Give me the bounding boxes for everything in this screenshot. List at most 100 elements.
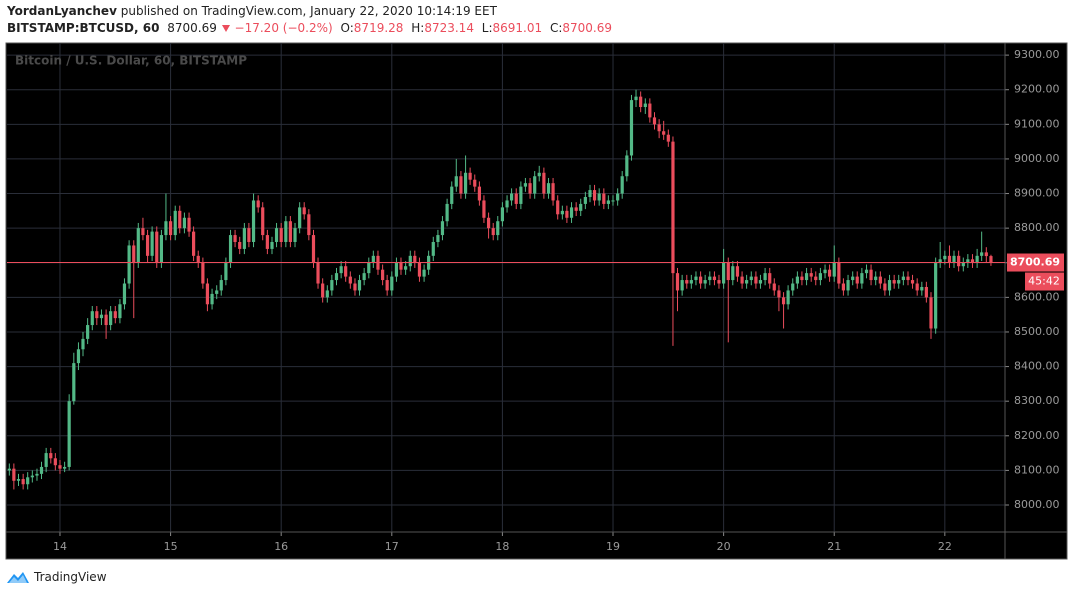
candle-body (219, 280, 223, 291)
candle-body (344, 266, 348, 277)
candle-body (182, 217, 187, 229)
candle-body (12, 468, 16, 481)
last-price-box (1007, 253, 1064, 272)
candle-body (159, 235, 164, 263)
header-line-2: BITSTAMP:BTCUSD, 60 8700.69 −17.20 (−0.2… (7, 21, 612, 35)
candle-body (652, 117, 657, 125)
candle-body (486, 217, 491, 229)
candle-body (298, 207, 302, 229)
candle-body (334, 273, 339, 281)
candle-body (869, 269, 873, 281)
ohlc-label: O: (340, 21, 354, 35)
candle-body (906, 276, 910, 281)
candle-body (288, 221, 292, 242)
x-tick-label: 17 (385, 540, 399, 553)
candle-body (758, 280, 763, 284)
candle-body (261, 207, 265, 236)
y-tick-label: 8200.00 (1014, 429, 1060, 442)
candle-body (546, 183, 551, 194)
candle-body (556, 200, 560, 215)
candle-body (155, 231, 159, 263)
candle-body (592, 190, 597, 201)
candle-body (21, 479, 25, 485)
candle-body (749, 276, 753, 281)
ohlc-value: 8723.14 (424, 21, 474, 35)
candle-body (851, 276, 855, 281)
candle-body (818, 273, 822, 281)
candle-body (39, 466, 44, 474)
candle-body (763, 273, 767, 281)
candle-body (274, 228, 279, 242)
candle-body (205, 283, 210, 305)
ohlc-value: 8691.01 (492, 21, 543, 35)
ohlc-label: H: (411, 21, 425, 35)
candle-body (957, 255, 961, 267)
candle-body (883, 283, 887, 291)
candle-body (362, 273, 366, 281)
candle-body (938, 259, 942, 263)
y-tick-label: 9200.00 (1014, 83, 1060, 96)
candle-body (104, 314, 108, 326)
candle-body (122, 283, 127, 305)
candle-body (786, 290, 790, 305)
candle-body (583, 197, 587, 204)
candle-body (519, 186, 523, 204)
candle-body (717, 280, 721, 284)
candle-body (270, 241, 274, 249)
candle-body (136, 228, 140, 263)
candle-body (404, 266, 408, 270)
candle-body (754, 276, 758, 284)
candle-body (809, 273, 813, 277)
candle-body (952, 255, 956, 263)
candle-body (832, 262, 836, 277)
logo (7, 572, 29, 583)
candle-body (7, 468, 11, 471)
candle-body (473, 179, 477, 187)
brand: TradingView (34, 570, 107, 584)
candle-body (302, 207, 306, 215)
candle-body (924, 286, 928, 298)
candle-body (242, 228, 246, 249)
candle-body (648, 103, 652, 118)
candle-body (897, 280, 901, 284)
candle-body (353, 283, 357, 291)
candle-body (680, 280, 684, 291)
candle-body (463, 172, 468, 194)
candle-body (141, 228, 145, 236)
candle-body (293, 228, 297, 242)
y-tick-label: 8800.00 (1014, 221, 1060, 234)
countdown-label: 45:42 (1028, 275, 1060, 288)
candle-body (574, 207, 578, 211)
candle-body (565, 210, 569, 218)
candle-body (500, 207, 505, 222)
x-tick-label: 22 (938, 540, 952, 553)
ohlc-label: C: (549, 21, 563, 35)
candle-body (892, 280, 896, 284)
candle-body (459, 176, 463, 194)
countdown-box (1025, 272, 1064, 291)
candle-body (187, 217, 191, 232)
candle-body (431, 241, 435, 256)
candle-body (72, 363, 76, 402)
candle-body (49, 453, 53, 459)
down-arrow (221, 25, 230, 32)
candle-body (210, 293, 214, 305)
candle-body (528, 183, 532, 194)
candle-body (256, 200, 260, 208)
candle-body (699, 276, 703, 284)
candle-body (26, 477, 30, 485)
candle-body (284, 221, 288, 242)
candle-body (63, 466, 67, 469)
candle-body (450, 186, 454, 204)
candle-body (537, 172, 541, 177)
candle-body (16, 479, 21, 481)
candle-body (505, 200, 509, 208)
candle-body (496, 221, 500, 236)
candle-body (196, 255, 200, 263)
candle-body (606, 200, 610, 204)
candle-body (878, 276, 882, 284)
candle-body (920, 286, 924, 291)
candle-body (30, 475, 34, 478)
candle-body (164, 221, 168, 236)
candle-body (90, 311, 94, 326)
